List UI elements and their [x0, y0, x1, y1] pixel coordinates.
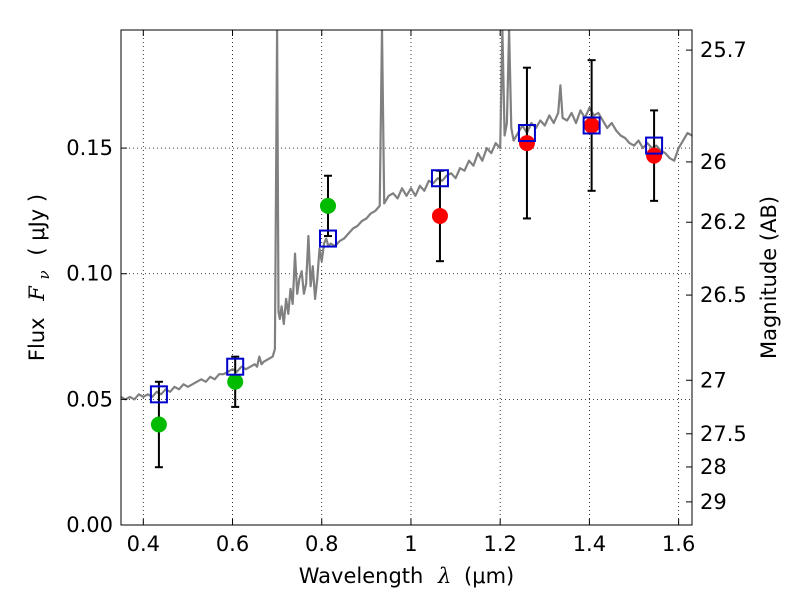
- y-axis-label-text: Flux: [25, 317, 49, 361]
- x-tick-label: 0.8: [305, 532, 338, 556]
- photometry-point: [150, 416, 167, 433]
- photometry-point: [646, 147, 663, 164]
- right-tick-label: 26: [700, 150, 727, 174]
- x-tick-label: 1.6: [662, 532, 695, 556]
- model-photometry-square: [582, 116, 601, 135]
- y-axis-label-unit: ( μJy ): [25, 194, 49, 256]
- right-tick-label: 27: [700, 368, 727, 392]
- right-tick-label: 26.2: [700, 210, 747, 234]
- y-tick-label: 0.10: [66, 262, 113, 286]
- y-axis-label-subscript: ν: [35, 270, 53, 279]
- photometry-point: [227, 373, 244, 390]
- right-tick-label: 29: [700, 490, 727, 514]
- x-tick-label: 1.4: [573, 532, 606, 556]
- model-photometry-square: [226, 357, 245, 376]
- y-tick-label: 0.00: [66, 513, 113, 537]
- y-tick-label: 0.05: [66, 387, 113, 411]
- y-axis-label-symbol: F: [25, 285, 49, 302]
- model-photometry-square: [318, 229, 337, 248]
- y-tick-label: 0.15: [66, 136, 113, 160]
- model-photometry-square: [517, 124, 536, 143]
- x-tick-label: 1: [404, 532, 417, 556]
- x-axis-label: Wavelength λ (μm): [299, 564, 514, 588]
- x-axis-label-symbol: λ: [437, 564, 451, 588]
- x-tick-label: 1.2: [483, 532, 516, 556]
- x-tick-label: 0.4: [127, 532, 160, 556]
- points-layer: [149, 59, 664, 469]
- model-photometry-square: [645, 136, 664, 155]
- right-tick-label: 28: [700, 455, 727, 479]
- photometry-point: [431, 207, 448, 224]
- x-axis-label-unit: (μm): [464, 564, 514, 588]
- plot-frame: [120, 29, 693, 526]
- x-axis-label-text: Wavelength: [299, 564, 424, 588]
- photometry-point: [583, 117, 600, 134]
- y-axis-label: Flux F ν ( μJy ): [25, 194, 54, 361]
- model-photometry-square: [430, 169, 449, 188]
- photometry-point: [319, 197, 336, 214]
- spectrum-layer: [121, 30, 692, 401]
- right-axis-label: Magnitude (AB): [757, 196, 781, 359]
- axis-ticks: 0.4 0.6 0.8 1 1.2 1.4 1.6 0.00 0.05 0.10 0.15 25.7 2…: [66, 30, 747, 556]
- right-tick-label: 27.5: [700, 422, 747, 446]
- right-tick-label: 26.5: [700, 283, 747, 307]
- grid-lines: [121, 30, 692, 526]
- x-tick-label: 0.6: [216, 532, 249, 556]
- model-photometry-square: [149, 385, 168, 404]
- right-tick-label: 25.7: [700, 38, 747, 62]
- model-spectrum-line: [121, 30, 692, 401]
- photometry-point: [518, 135, 535, 152]
